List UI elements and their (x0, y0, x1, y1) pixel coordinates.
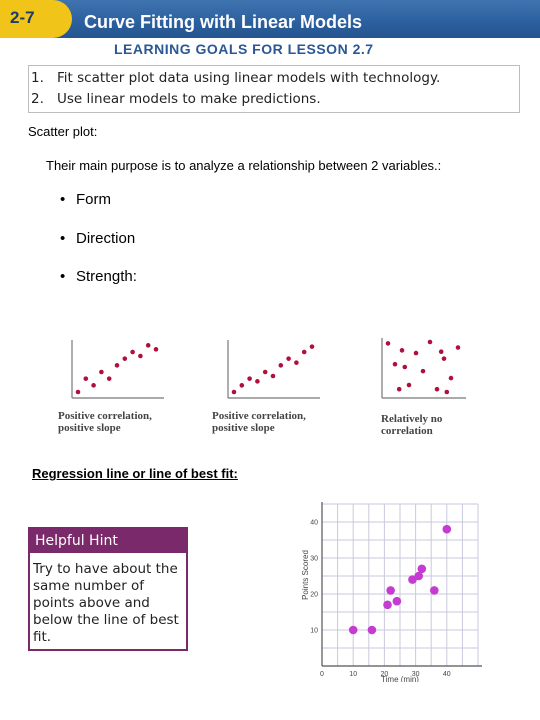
goal-text: Use linear models to make predictions. (57, 91, 321, 107)
scatter-purpose: Their main purpose is to analyze a relat… (46, 158, 442, 173)
example-label-line: Positive correlation, (58, 410, 152, 422)
scatter-point (434, 386, 440, 392)
scatter-point (309, 344, 315, 349)
scatter-point (406, 382, 412, 388)
goal-item: 2. Use linear models to make predictions. (31, 91, 321, 107)
scatter-point (420, 368, 426, 374)
example-label: Positive correlation, positive slope (212, 410, 306, 434)
helpful-hint-box: Helpful Hint Try to have about the same … (28, 527, 188, 651)
example-label: Positive correlation, positive slope (58, 410, 152, 434)
data-point (367, 625, 377, 635)
scatter-point (385, 341, 391, 346)
x-tick-label: 10 (349, 671, 357, 678)
data-point (408, 575, 417, 584)
regression-heading: Regression line or line of best fit: (32, 466, 238, 481)
scatter-point (444, 389, 450, 395)
data-point (348, 625, 358, 635)
bullet-item: • Form (60, 191, 111, 208)
bullet-dot: • (60, 230, 66, 247)
hint-body: Try to have about the same number of poi… (33, 561, 179, 645)
scatter-point (438, 349, 444, 355)
example-label-line: positive slope (212, 422, 275, 434)
mini-scatter-no-correlation (381, 338, 466, 399)
bullet-item: • Direction (60, 230, 135, 247)
scatter-point (122, 356, 128, 361)
x-tick-label: 20 (381, 671, 389, 678)
scatter-point (106, 376, 112, 381)
goal-text: Fit scatter plot data using linear model… (57, 70, 441, 86)
scatter-point (278, 363, 284, 368)
header-bar (0, 0, 540, 38)
scatter-point (427, 339, 433, 345)
scatter-point (231, 389, 237, 395)
bullet-item: • Strength: (60, 268, 137, 285)
x-tick-label: 30 (412, 671, 420, 678)
scatter-point (239, 383, 245, 388)
scatter-point (441, 356, 447, 361)
scatter-point (413, 350, 419, 356)
data-point (417, 564, 427, 574)
lesson-badge: 2-7 (0, 0, 72, 38)
goal-number: 1. (31, 70, 44, 86)
bullet-text: Form (76, 191, 111, 208)
scatter-point (153, 347, 159, 352)
y-tick-label: 30 (310, 556, 318, 563)
scatter-point (130, 349, 135, 355)
hint-title: Helpful Hint (35, 533, 118, 549)
example-label-line: Positive correlation, (212, 410, 306, 422)
goal-item: 1. Fit scatter plot data using linear mod… (31, 70, 440, 86)
bullet-dot: • (60, 268, 66, 285)
scatter-point (402, 364, 408, 370)
scatter-point (301, 349, 307, 355)
data-point (386, 586, 395, 595)
scatter-point (294, 360, 299, 365)
y-tick-label: 10 (310, 628, 318, 635)
scatter-point (396, 386, 402, 392)
scatter-point (399, 348, 405, 353)
data-point (414, 571, 424, 581)
scatter-point (99, 369, 104, 375)
scatter-point (83, 376, 89, 381)
mini-scatter-positive-1 (71, 340, 164, 399)
scatter-point (91, 383, 96, 388)
scatter-point (138, 353, 143, 359)
bullet-text: Direction (76, 230, 136, 247)
data-point (383, 600, 392, 610)
example-label-line: positive slope (58, 422, 121, 434)
scatter-point (270, 373, 276, 379)
goal-number: 2. (31, 91, 44, 107)
scatter-point (255, 379, 260, 384)
lesson-number: 2-7 (10, 8, 35, 27)
data-point (430, 586, 439, 595)
y-tick-label: 20 (310, 592, 318, 599)
scatter-heading: Scatter plot: (28, 124, 98, 139)
example-label-line: correlation (381, 425, 433, 437)
y-axis-label: Points Scored (301, 550, 310, 600)
mini-scatter-positive-2 (227, 340, 320, 399)
example-label-line: Relatively no (381, 413, 443, 425)
x-tick-label: 0 (320, 671, 324, 678)
hint-header: Helpful Hint (30, 529, 186, 553)
data-point (442, 524, 452, 534)
scatter-point (392, 361, 398, 367)
scatter-point (262, 369, 268, 375)
x-tick-label: 40 (443, 671, 451, 678)
goals-title: LEARNING GOALS FOR LESSON 2.7 (114, 41, 374, 57)
data-point (392, 596, 402, 606)
y-tick-label: 40 (310, 520, 318, 527)
bullet-text: Strength: (76, 268, 137, 285)
bullet-dot: • (60, 191, 66, 208)
scatter-point (448, 375, 454, 381)
goals-box: 1. Fit scatter plot data using linear mod… (28, 65, 520, 113)
x-axis-label: Time (min) (381, 675, 419, 682)
scatter-point (286, 356, 291, 361)
scatter-point (247, 376, 252, 381)
points-vs-time-graph: 0 10 20 30 40 10 20 30 40 Time (min) Points Scored (301, 502, 482, 682)
scatter-point (75, 389, 81, 395)
scatter-point (114, 363, 120, 368)
example-label: Relatively no correlation (381, 413, 442, 437)
lesson-title: Curve Fitting with Linear Models (84, 12, 363, 32)
scatter-point (455, 345, 461, 350)
scatter-point (145, 343, 151, 348)
